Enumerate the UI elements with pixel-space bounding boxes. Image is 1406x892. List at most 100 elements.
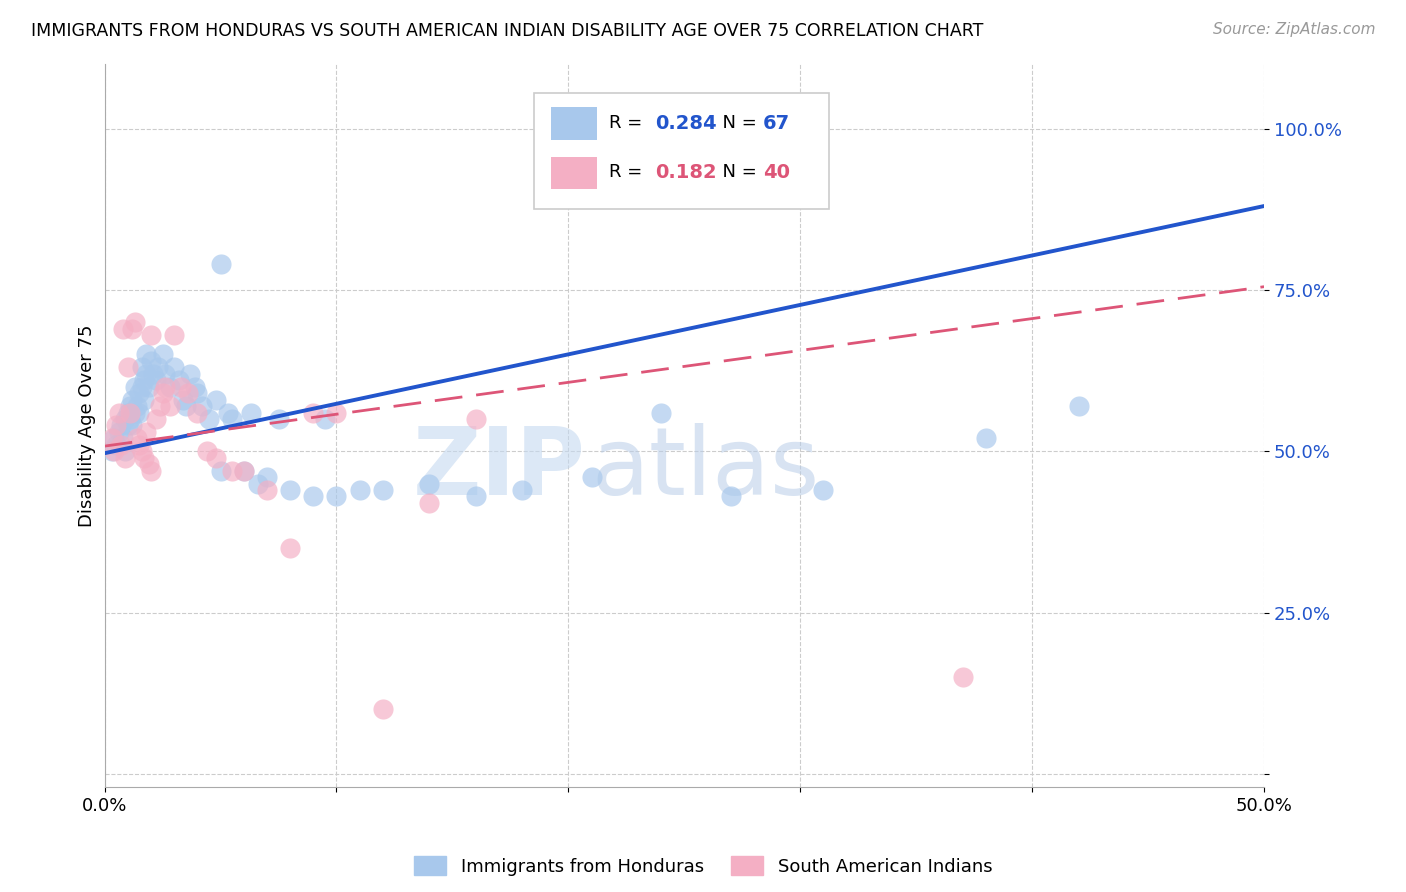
Point — [246, 476, 269, 491]
Point — [110, 418, 132, 433]
Point — [205, 392, 228, 407]
Point — [239, 405, 262, 419]
Point — [152, 347, 174, 361]
Point — [267, 412, 290, 426]
Point — [107, 425, 129, 439]
Point — [1067, 399, 1090, 413]
Point — [349, 483, 371, 497]
Point — [256, 470, 278, 484]
Point — [256, 483, 278, 497]
Bar — [551, 107, 598, 140]
Text: Source: ZipAtlas.com: Source: ZipAtlas.com — [1212, 22, 1375, 37]
Text: ZIP: ZIP — [413, 423, 586, 515]
Point — [142, 367, 165, 381]
Point — [149, 399, 172, 413]
Point — [186, 386, 208, 401]
Point — [124, 380, 146, 394]
Text: N =: N = — [711, 163, 762, 181]
Point — [163, 360, 186, 375]
Text: 0.182: 0.182 — [655, 163, 717, 182]
Point — [325, 490, 347, 504]
Point — [221, 412, 243, 426]
Point — [124, 315, 146, 329]
Point — [177, 386, 200, 401]
Point — [117, 360, 139, 375]
Legend: Immigrants from Honduras, South American Indians: Immigrants from Honduras, South American… — [413, 856, 993, 876]
Point — [103, 444, 125, 458]
Point — [302, 490, 325, 504]
Point — [974, 431, 997, 445]
Point — [371, 483, 394, 497]
Point — [114, 450, 136, 465]
Point — [131, 444, 153, 458]
Point — [131, 380, 153, 394]
Point — [132, 450, 155, 465]
Point — [371, 702, 394, 716]
Point — [510, 483, 533, 497]
Point — [128, 438, 150, 452]
Point — [121, 321, 143, 335]
Point — [128, 386, 150, 401]
Point — [132, 392, 155, 407]
Point — [232, 464, 254, 478]
Point — [107, 405, 129, 419]
Point — [464, 490, 486, 504]
Point — [314, 412, 336, 426]
Point — [135, 367, 157, 381]
Point — [124, 405, 146, 419]
Point — [172, 392, 194, 407]
Point — [184, 380, 207, 394]
Point — [138, 380, 160, 394]
Point — [464, 412, 486, 426]
Point — [163, 328, 186, 343]
Point — [117, 405, 139, 419]
Point — [418, 476, 440, 491]
Text: R =: R = — [609, 163, 648, 181]
Point — [139, 328, 162, 343]
Point — [100, 444, 122, 458]
FancyBboxPatch shape — [534, 93, 830, 209]
Point — [139, 354, 162, 368]
Point — [146, 360, 169, 375]
Point — [159, 380, 181, 394]
Text: atlas: atlas — [592, 423, 820, 515]
Point — [110, 438, 132, 452]
Point — [120, 412, 142, 426]
Point — [813, 483, 835, 497]
Point — [112, 431, 135, 445]
Point — [112, 321, 135, 335]
Point — [120, 399, 142, 413]
Point — [205, 450, 228, 465]
Point — [278, 483, 301, 497]
Point — [720, 490, 742, 504]
Point — [325, 405, 347, 419]
Point — [114, 444, 136, 458]
Point — [170, 380, 193, 394]
Point — [581, 470, 603, 484]
Point — [131, 360, 153, 375]
Point — [117, 418, 139, 433]
Point — [952, 670, 974, 684]
Point — [105, 438, 128, 452]
Point — [145, 412, 167, 426]
Point — [153, 380, 176, 394]
Point — [179, 367, 201, 381]
Point — [278, 541, 301, 555]
Point — [128, 405, 150, 419]
Text: R =: R = — [609, 114, 648, 132]
Point — [135, 425, 157, 439]
Point — [650, 405, 672, 419]
Text: 40: 40 — [763, 163, 790, 182]
Point — [167, 373, 190, 387]
Point — [221, 464, 243, 478]
Point — [132, 373, 155, 387]
Point — [139, 464, 162, 478]
Text: N =: N = — [711, 114, 762, 132]
Point — [152, 386, 174, 401]
Point — [186, 405, 208, 419]
Point — [217, 405, 239, 419]
Point — [121, 418, 143, 433]
Point — [121, 392, 143, 407]
Point — [105, 418, 128, 433]
Point — [191, 399, 214, 413]
